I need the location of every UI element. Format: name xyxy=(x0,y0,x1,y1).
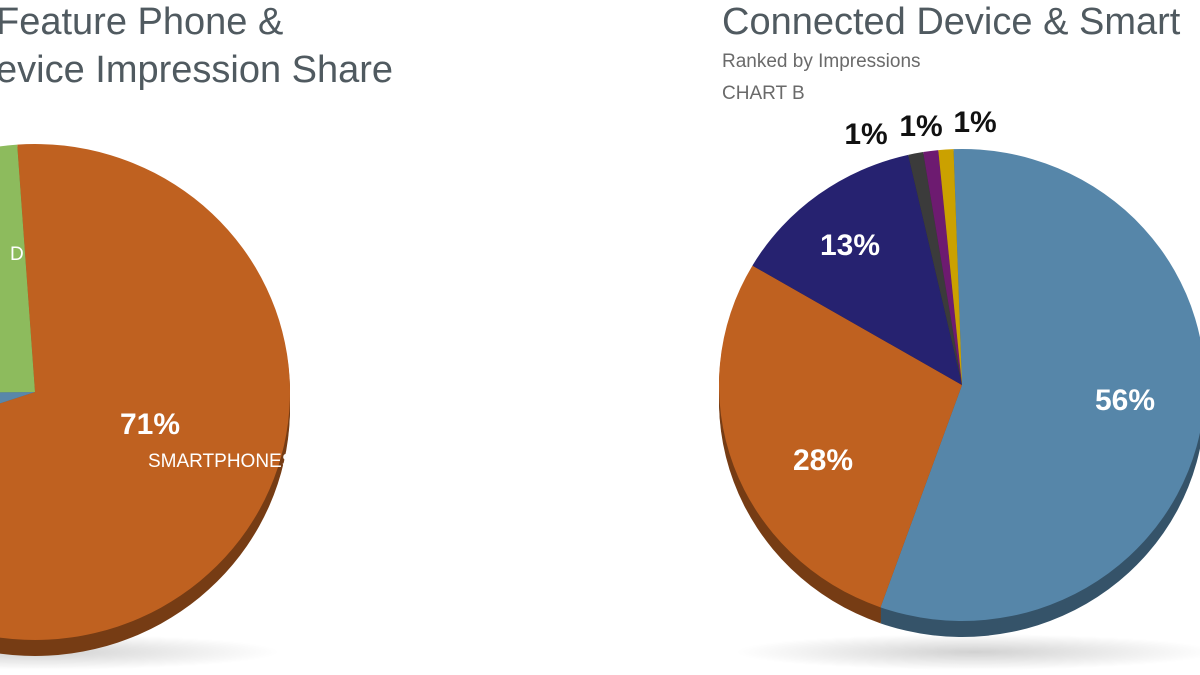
value-label: 1% xyxy=(899,110,942,143)
pies xyxy=(0,144,1200,656)
slice xyxy=(923,150,962,385)
chart-subtitle: CHART B xyxy=(722,83,805,104)
category-label: D xyxy=(10,244,24,265)
category-label: SMARTPHONES xyxy=(148,451,294,472)
slice xyxy=(752,154,962,385)
chart-title: Connected Device & Smart xyxy=(722,1,1181,43)
pie xyxy=(718,149,1200,637)
value-label: 13% xyxy=(820,229,880,262)
slice xyxy=(938,149,962,385)
value-label: 71% xyxy=(120,408,180,441)
slice xyxy=(908,152,962,385)
value-label: 56% xyxy=(1095,384,1155,417)
slice xyxy=(0,144,290,640)
chart-title: evice Impression Share xyxy=(0,49,393,91)
chart-title: Feature Phone & xyxy=(0,1,283,43)
value-label: 1% xyxy=(844,118,887,151)
floor-shadow xyxy=(735,634,1200,670)
pie xyxy=(0,144,290,656)
chart-subtitle: Ranked by Impressions xyxy=(722,51,921,72)
slice xyxy=(880,149,1200,621)
labels: Feature Phone & evice Impression Share 71%… xyxy=(0,1,1181,477)
slice xyxy=(0,392,35,404)
value-label: 1% xyxy=(953,106,996,139)
value-label: 28% xyxy=(793,444,853,477)
slice xyxy=(0,144,35,393)
slice xyxy=(718,265,962,608)
